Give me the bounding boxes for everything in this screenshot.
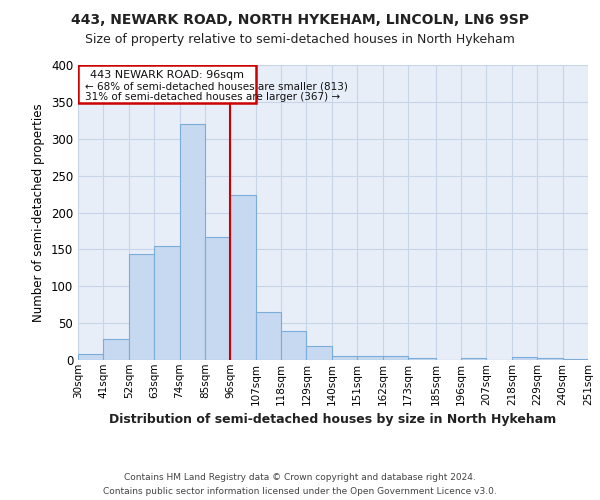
Bar: [78, 354, 103, 360]
Text: Contains public sector information licensed under the Open Government Licence v3: Contains public sector information licen…: [103, 488, 497, 496]
Text: ← 68% of semi-detached houses are smaller (813): ← 68% of semi-detached houses are smalle…: [85, 81, 348, 91]
Bar: [103, 338, 129, 360]
Bar: [129, 254, 154, 360]
Text: 31% of semi-detached houses are larger (367) →: 31% of semi-detached houses are larger (…: [85, 92, 340, 102]
Y-axis label: Number of semi-detached properties: Number of semi-detached properties: [32, 103, 46, 322]
Bar: [408, 358, 436, 360]
Bar: [179, 124, 205, 360]
Bar: [383, 356, 408, 360]
Bar: [512, 357, 537, 360]
Text: Contains HM Land Registry data © Crown copyright and database right 2024.: Contains HM Land Registry data © Crown c…: [124, 472, 476, 482]
Bar: [563, 358, 588, 360]
Bar: [154, 246, 179, 360]
Bar: [205, 237, 230, 360]
Bar: [357, 356, 383, 360]
Text: 443, NEWARK ROAD, NORTH HYKEHAM, LINCOLN, LN6 9SP: 443, NEWARK ROAD, NORTH HYKEHAM, LINCOLN…: [71, 12, 529, 26]
Bar: [537, 358, 563, 360]
Bar: [281, 331, 307, 360]
Bar: [256, 312, 281, 360]
Bar: [461, 358, 487, 360]
Bar: [230, 195, 256, 360]
Text: 443 NEWARK ROAD: 96sqm: 443 NEWARK ROAD: 96sqm: [90, 70, 244, 80]
Bar: [307, 346, 332, 360]
Text: Size of property relative to semi-detached houses in North Hykeham: Size of property relative to semi-detach…: [85, 32, 515, 46]
Bar: [332, 356, 357, 360]
Bar: [78, 65, 256, 104]
Text: Distribution of semi-detached houses by size in North Hykeham: Distribution of semi-detached houses by …: [109, 412, 557, 426]
